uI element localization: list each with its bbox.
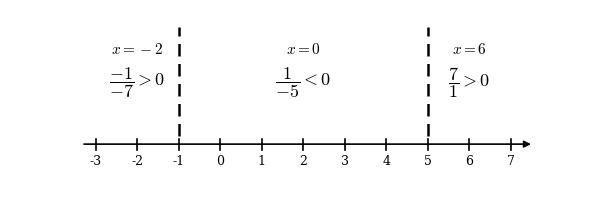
Text: -3: -3 [89,155,102,168]
Text: $\dfrac{1}{-5} < 0$: $\dfrac{1}{-5} < 0$ [275,65,331,100]
Text: 5: 5 [424,155,432,168]
Text: $\dfrac{7}{1} > 0$: $\dfrac{7}{1} > 0$ [448,65,490,100]
Text: 0: 0 [217,155,224,168]
Text: 7: 7 [507,155,515,168]
Text: -1: -1 [173,155,185,168]
Text: $x = 6$: $x = 6$ [452,42,487,57]
Text: 3: 3 [341,155,349,168]
Text: $\dfrac{-1}{-7} > 0$: $\dfrac{-1}{-7} > 0$ [109,65,166,100]
Text: 4: 4 [382,155,391,168]
Text: 6: 6 [466,155,473,168]
Text: $x = -2$: $x = -2$ [111,42,163,57]
Text: -2: -2 [131,155,143,168]
Text: 1: 1 [258,155,266,168]
Text: $x = 0$: $x = 0$ [286,42,321,57]
Text: 2: 2 [299,155,307,168]
